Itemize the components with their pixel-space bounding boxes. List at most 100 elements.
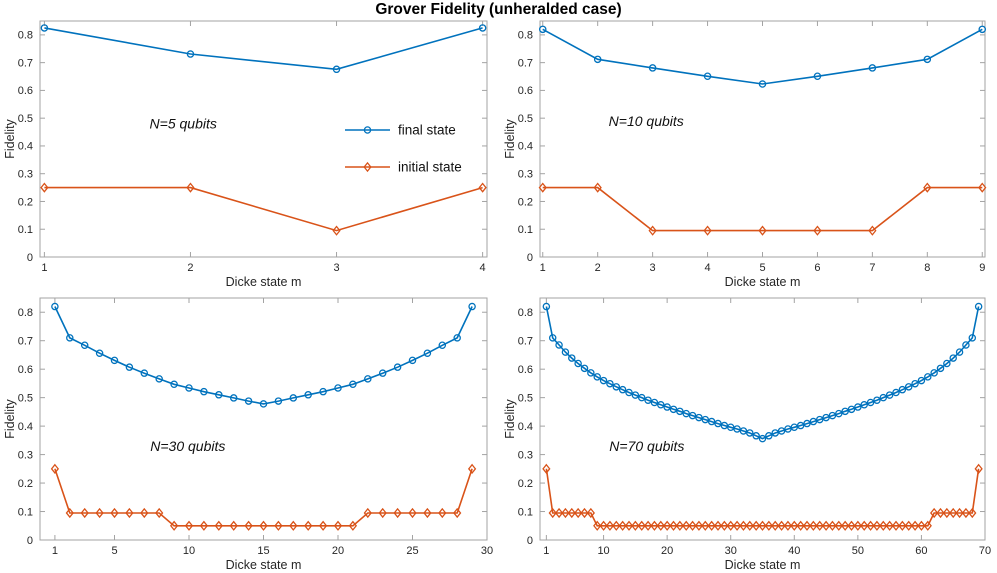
x-tick-label: 10 — [597, 545, 609, 557]
marker-initial-state — [574, 507, 583, 519]
x-tick-label: 3 — [650, 262, 656, 274]
marker-final-state — [777, 427, 786, 435]
legend-marker-final-state — [363, 126, 372, 134]
marker-final-state — [408, 356, 417, 365]
marker-final-state — [962, 341, 970, 349]
series-line-initial-state — [44, 186, 483, 232]
marker-initial-state — [40, 182, 49, 193]
marker-initial-state — [593, 182, 602, 193]
marker-initial-state — [656, 520, 665, 531]
marker-final-state — [809, 417, 818, 426]
y-tick-label: 0.4 — [18, 421, 33, 433]
y-tick-label: 0.7 — [518, 57, 533, 69]
marker-initial-state — [631, 520, 640, 531]
marker-final-state — [968, 334, 977, 342]
marker-initial-state — [694, 520, 704, 531]
marker-initial-state — [304, 520, 313, 531]
x-tick-label: 1 — [41, 262, 47, 274]
marker-initial-state — [567, 507, 576, 519]
marker-final-state — [898, 385, 907, 394]
marker-final-state — [917, 376, 926, 385]
marker-initial-state — [853, 520, 862, 531]
y-tick-label: 0.3 — [18, 449, 33, 461]
marker-initial-state — [467, 463, 477, 474]
legend-label-final-state: final state — [398, 123, 456, 138]
marker-initial-state — [214, 520, 223, 531]
x-tick-label: 15 — [257, 545, 269, 557]
marker-initial-state — [586, 507, 595, 519]
marker-initial-state — [809, 520, 818, 531]
marker-initial-state — [917, 520, 926, 531]
marker-final-state — [978, 25, 987, 34]
marker-final-state — [319, 387, 327, 396]
marker-final-state — [110, 356, 119, 365]
marker-initial-state — [732, 520, 742, 531]
marker-final-state — [752, 432, 760, 440]
marker-initial-state — [739, 520, 748, 531]
marker-initial-state — [703, 225, 712, 236]
marker-final-state — [561, 348, 570, 356]
marker-initial-state — [663, 520, 672, 531]
figure-title: Grover Fidelity (unheralded case) — [375, 1, 622, 18]
marker-initial-state — [841, 520, 850, 531]
marker-final-state — [423, 349, 432, 357]
marker-final-state — [765, 432, 773, 440]
marker-initial-state — [930, 507, 939, 519]
marker-initial-state — [866, 520, 875, 531]
marker-initial-state — [885, 520, 894, 531]
marker-initial-state — [669, 520, 678, 531]
marker-final-state — [186, 50, 195, 58]
annotation-bottom-right: N=70 qubits — [609, 438, 684, 454]
marker-final-state — [815, 415, 824, 424]
x-axis-label: Dicke state m — [226, 558, 302, 572]
marker-final-state — [393, 363, 402, 371]
y-tick-label: 0.8 — [18, 307, 33, 319]
marker-final-state — [606, 379, 614, 388]
annotation-bottom-left: N=30 qubits — [150, 438, 225, 454]
series-line-final-state — [44, 27, 483, 71]
marker-final-state — [215, 391, 223, 399]
marker-initial-state — [548, 507, 557, 519]
marker-final-state — [599, 376, 608, 385]
x-tick-label: 2 — [187, 262, 193, 274]
marker-initial-state — [771, 520, 780, 531]
marker-final-state — [378, 369, 387, 377]
marker-final-state — [873, 396, 881, 404]
marker-initial-state — [891, 520, 901, 531]
marker-final-state — [185, 384, 193, 392]
marker-final-state — [593, 55, 602, 64]
y-tick-label: 0.7 — [18, 336, 33, 348]
marker-final-state — [200, 387, 208, 396]
x-tick-label: 8 — [924, 262, 930, 274]
x-tick-label: 40 — [788, 545, 800, 557]
x-tick-label: 5 — [759, 262, 765, 274]
marker-final-state — [334, 384, 342, 392]
marker-initial-state — [783, 520, 793, 531]
marker-final-state — [860, 401, 868, 409]
subplot-bottom-left: 1 5 10 15 20 25 3000.10.20.30.40.50.60.70.8Dic… — [3, 297, 493, 572]
marker-final-state — [631, 391, 640, 399]
marker-initial-state — [701, 520, 710, 531]
marker-initial-state — [961, 507, 971, 519]
marker-final-state — [974, 302, 983, 311]
marker-initial-state — [978, 182, 987, 193]
series-line-final-state — [54, 306, 473, 405]
x-tick-label: 3 — [333, 262, 339, 274]
y-tick-label: 0.1 — [518, 506, 533, 518]
y-tick-label: 0.7 — [18, 57, 33, 69]
y-tick-label: 0.3 — [18, 169, 33, 181]
subplot-bottom-right: 1 10 20 30 40 50 60 70 0 0.1 0.2 0.3 0.4 0.5 0.6 0.7 0.8… — [503, 297, 991, 572]
marker-final-state — [259, 400, 268, 408]
marker-final-state — [739, 427, 748, 435]
marker-initial-state — [229, 520, 238, 531]
marker-initial-state — [682, 520, 691, 531]
marker-initial-state — [815, 520, 824, 531]
y-tick-label: 0.2 — [18, 478, 33, 490]
marker-initial-state — [675, 520, 684, 531]
x-tick-label: 25 — [406, 545, 418, 557]
marker-final-state — [170, 380, 178, 389]
marker-initial-state — [110, 507, 119, 519]
marker-final-state — [924, 373, 932, 381]
